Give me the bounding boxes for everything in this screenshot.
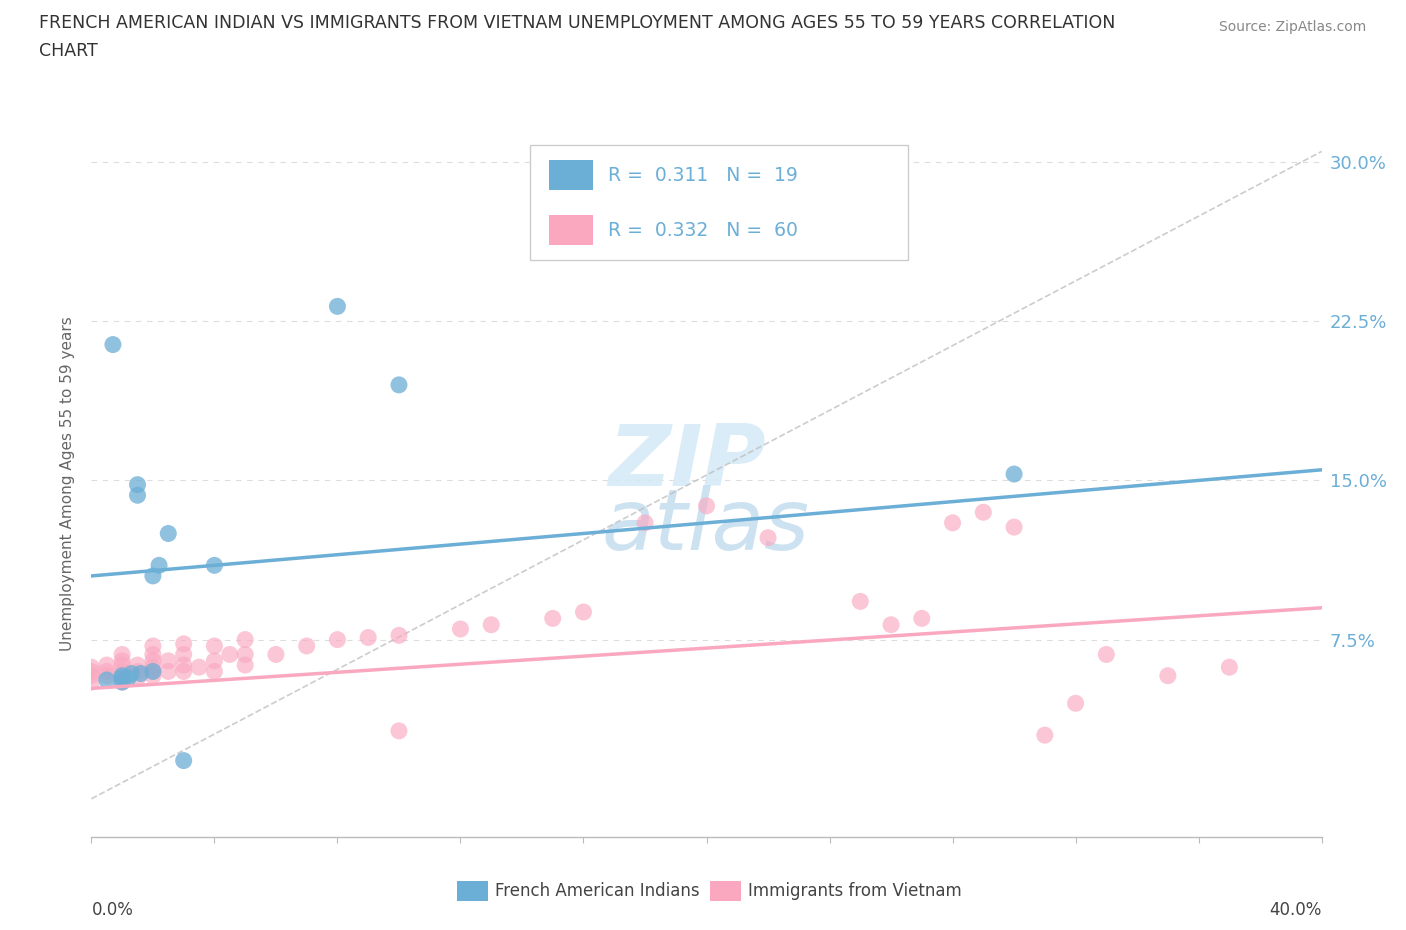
Point	[111, 669, 134, 684]
Point	[111, 674, 134, 689]
Point	[142, 568, 165, 583]
Point	[96, 664, 118, 679]
Text: R =  0.332   N =  60: R = 0.332 N = 60	[609, 220, 799, 240]
Point	[157, 526, 180, 541]
Text: atlas: atlas	[602, 485, 810, 567]
Point	[388, 378, 411, 392]
Point	[449, 621, 471, 636]
Point	[111, 674, 134, 689]
Text: Immigrants from Vietnam: Immigrants from Vietnam	[748, 882, 962, 900]
Point	[1157, 669, 1180, 684]
Point	[142, 669, 165, 684]
Point	[479, 618, 502, 632]
Point	[295, 639, 318, 654]
Point	[173, 658, 195, 672]
Point	[111, 658, 134, 672]
Point	[696, 498, 718, 513]
Point	[142, 654, 165, 669]
Point	[117, 671, 139, 685]
Point	[142, 659, 165, 674]
Point	[173, 753, 195, 768]
Text: FRENCH AMERICAN INDIAN VS IMMIGRANTS FROM VIETNAM UNEMPLOYMENT AMONG AGES 55 TO : FRENCH AMERICAN INDIAN VS IMMIGRANTS FRO…	[39, 14, 1116, 32]
Point	[541, 611, 564, 626]
Point	[96, 658, 118, 672]
Point	[233, 647, 256, 662]
Point	[80, 664, 103, 679]
Point	[1002, 520, 1025, 535]
Text: 0.0%: 0.0%	[91, 900, 134, 919]
Y-axis label: Unemployment Among Ages 55 to 59 years: Unemployment Among Ages 55 to 59 years	[60, 316, 76, 651]
Point	[1064, 696, 1087, 711]
Text: Source: ZipAtlas.com: Source: ZipAtlas.com	[1219, 20, 1367, 34]
Point	[173, 636, 195, 651]
Point	[111, 671, 134, 685]
Point	[942, 515, 965, 530]
Point	[101, 338, 124, 352]
Point	[880, 618, 903, 632]
Point	[202, 558, 225, 573]
Point	[634, 515, 657, 530]
Point	[756, 530, 779, 545]
Point	[111, 664, 134, 679]
Point	[173, 647, 195, 662]
Point	[142, 664, 165, 679]
Point	[357, 630, 380, 644]
Point	[157, 664, 180, 679]
Point	[1218, 659, 1240, 674]
Point	[233, 658, 256, 672]
Point	[127, 658, 149, 672]
Point	[572, 604, 595, 619]
Point	[1002, 467, 1025, 482]
Point	[127, 477, 149, 492]
Point	[96, 672, 118, 687]
Point	[972, 505, 994, 520]
Point	[264, 647, 287, 662]
Point	[388, 628, 411, 643]
Point	[142, 664, 165, 679]
Point	[388, 724, 411, 738]
Point	[911, 611, 934, 626]
Point	[127, 671, 149, 685]
Point	[127, 664, 149, 679]
Point	[326, 632, 349, 647]
Point	[233, 632, 256, 647]
Text: CHART: CHART	[39, 42, 98, 60]
Point	[111, 654, 134, 669]
Point	[202, 639, 225, 654]
Point	[173, 664, 195, 679]
Text: ZIP: ZIP	[607, 421, 766, 504]
Point	[202, 664, 225, 679]
Text: French American Indians: French American Indians	[495, 882, 700, 900]
Point	[1095, 647, 1118, 662]
Point	[80, 674, 103, 689]
Point	[80, 659, 103, 674]
Point	[148, 558, 170, 573]
Text: 40.0%: 40.0%	[1270, 900, 1322, 919]
Point	[157, 654, 180, 669]
Point	[111, 647, 134, 662]
Point	[80, 669, 103, 684]
Point	[326, 299, 349, 313]
Text: R =  0.311   N =  19: R = 0.311 N = 19	[609, 166, 799, 185]
Point	[142, 639, 165, 654]
Point	[111, 669, 134, 684]
Point	[1033, 727, 1056, 742]
Point	[129, 666, 152, 681]
Point	[142, 647, 165, 662]
Point	[202, 654, 225, 669]
Point	[96, 669, 118, 684]
Point	[127, 488, 149, 503]
Point	[218, 647, 240, 662]
Point	[188, 659, 211, 674]
Point	[120, 666, 142, 681]
Point	[849, 594, 872, 609]
